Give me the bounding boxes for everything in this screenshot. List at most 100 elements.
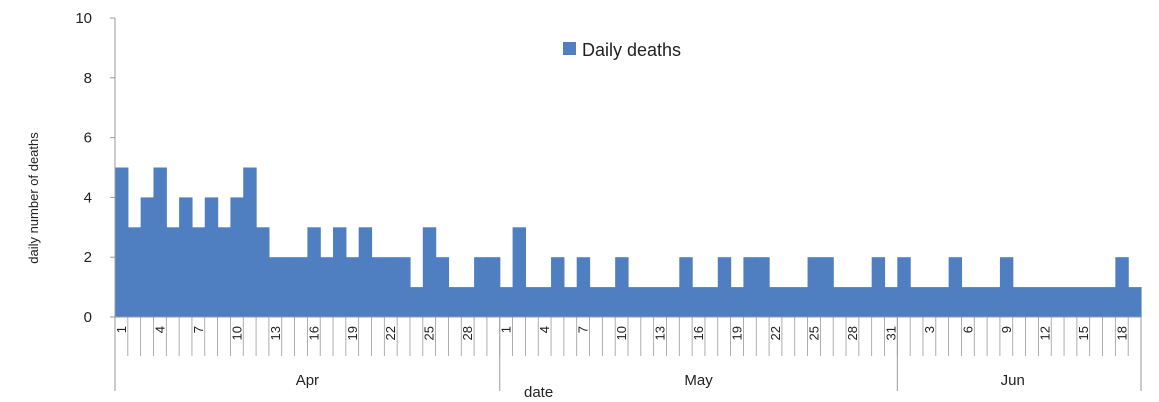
bar — [871, 257, 886, 317]
x-tick-label: 7 — [576, 326, 591, 333]
bar — [281, 257, 296, 317]
bar — [563, 287, 578, 317]
legend-swatch — [563, 42, 576, 55]
bar — [551, 257, 565, 317]
bar — [794, 287, 809, 317]
bar — [127, 227, 142, 317]
axes-group — [110, 17, 1142, 391]
bar — [858, 287, 873, 317]
legend-label: Daily deaths — [582, 40, 681, 60]
bar — [910, 287, 924, 317]
x-tick-label: 3 — [922, 326, 937, 333]
bar — [628, 287, 642, 317]
bar — [294, 257, 308, 317]
bar — [204, 197, 219, 317]
bar — [576, 257, 591, 317]
x-tick-label: 22 — [768, 326, 783, 340]
bar — [987, 287, 1001, 317]
bar — [1025, 287, 1039, 317]
bar — [397, 257, 411, 317]
bar — [345, 257, 360, 317]
y-tick-label: 8 — [84, 70, 92, 87]
x-tick-label: 22 — [383, 326, 398, 340]
x-tick-label: 4 — [152, 326, 167, 333]
bar — [640, 287, 655, 317]
bar — [448, 287, 462, 317]
bar — [922, 287, 937, 317]
bar — [666, 287, 680, 317]
bar — [961, 287, 975, 317]
bar — [589, 287, 603, 317]
bar — [384, 257, 398, 317]
x-tick-label: 31 — [883, 326, 898, 340]
bar — [256, 227, 270, 317]
x-axis-title: date — [524, 384, 553, 401]
y-tick-label: 4 — [84, 189, 92, 206]
y-tick-label: 10 — [75, 10, 92, 27]
bar — [538, 287, 552, 317]
bar — [935, 287, 950, 317]
month-label: Apr — [296, 372, 319, 389]
bar — [474, 257, 488, 317]
month-label: Jun — [1001, 372, 1025, 389]
bar — [1012, 287, 1027, 317]
bar — [756, 257, 770, 317]
bar — [371, 257, 385, 317]
x-tick-label: 1 — [499, 326, 514, 333]
bar — [1115, 257, 1129, 317]
bar — [115, 167, 129, 317]
y-tick-label: 0 — [84, 309, 92, 326]
labels-group: 0 2 4 6 8 10 1 4 7 10 13 16 19 22 25 28 Apr 1 4 7 10 13 16 19 22… — [75, 10, 1129, 389]
y-tick-label: 6 — [84, 130, 92, 147]
bar — [692, 287, 706, 317]
bar — [846, 287, 860, 317]
bar — [1064, 287, 1078, 317]
bar — [422, 227, 437, 317]
bar — [230, 197, 244, 317]
x-tick-label: 28 — [460, 326, 475, 340]
x-tick-label: 1 — [114, 326, 129, 333]
bar — [217, 227, 232, 317]
bar — [897, 257, 911, 317]
x-tick-label: 16 — [306, 326, 321, 340]
bar — [435, 257, 450, 317]
bar — [820, 257, 834, 317]
bar — [717, 257, 732, 317]
bar — [1128, 287, 1142, 317]
x-tick-label: 19 — [730, 326, 745, 340]
bar — [333, 227, 347, 317]
bar — [807, 257, 821, 317]
x-tick-label: 15 — [1076, 326, 1091, 340]
bar — [781, 287, 796, 317]
bar — [358, 227, 373, 317]
bar — [1038, 287, 1052, 317]
bar — [499, 287, 514, 317]
bar — [153, 167, 167, 317]
bar — [602, 287, 616, 317]
bar — [1051, 287, 1065, 317]
x-tick-label: 9 — [999, 326, 1014, 333]
bar — [512, 227, 526, 317]
x-tick-label: 13 — [653, 326, 668, 340]
x-tick-label: 10 — [614, 326, 629, 340]
bar — [191, 227, 206, 317]
bar — [166, 227, 180, 317]
bar — [974, 287, 988, 317]
y-axis-title: daily number of deaths — [26, 132, 41, 264]
y-tick-label: 2 — [84, 249, 92, 266]
bar — [320, 257, 334, 317]
x-tick-label: 18 — [1114, 326, 1129, 340]
bar — [243, 167, 257, 317]
x-tick-label: 25 — [806, 326, 821, 340]
x-tick-label: 10 — [229, 326, 244, 340]
bar — [884, 287, 898, 317]
bar — [179, 197, 193, 317]
month-label: May — [684, 372, 713, 389]
bar — [140, 197, 155, 317]
bar — [730, 287, 745, 317]
legend: Daily deaths — [563, 40, 681, 60]
bar — [948, 257, 963, 317]
bar — [769, 287, 783, 317]
bar — [525, 287, 539, 317]
bar — [679, 257, 693, 317]
